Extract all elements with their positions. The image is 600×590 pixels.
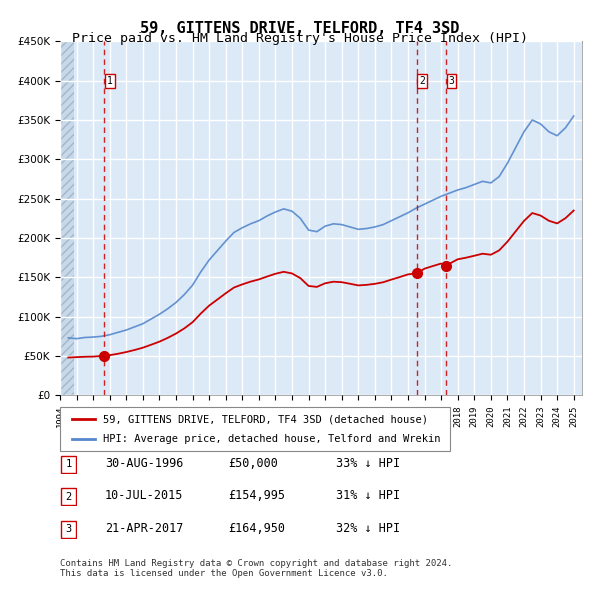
- FancyBboxPatch shape: [60, 407, 450, 451]
- FancyBboxPatch shape: [61, 489, 76, 505]
- FancyBboxPatch shape: [61, 521, 76, 537]
- Text: 31% ↓ HPI: 31% ↓ HPI: [336, 489, 400, 502]
- Text: Price paid vs. HM Land Registry's House Price Index (HPI): Price paid vs. HM Land Registry's House …: [72, 32, 528, 45]
- Text: £50,000: £50,000: [228, 457, 278, 470]
- Text: 1: 1: [107, 76, 113, 86]
- Text: 2: 2: [419, 76, 425, 86]
- Text: Contains HM Land Registry data © Crown copyright and database right 2024.
This d: Contains HM Land Registry data © Crown c…: [60, 559, 452, 578]
- Text: 10-JUL-2015: 10-JUL-2015: [105, 489, 184, 502]
- Text: 32% ↓ HPI: 32% ↓ HPI: [336, 522, 400, 535]
- Polygon shape: [60, 41, 74, 395]
- Text: HPI: Average price, detached house, Telford and Wrekin: HPI: Average price, detached house, Telf…: [103, 434, 440, 444]
- Text: 59, GITTENS DRIVE, TELFORD, TF4 3SD: 59, GITTENS DRIVE, TELFORD, TF4 3SD: [140, 21, 460, 35]
- Text: 33% ↓ HPI: 33% ↓ HPI: [336, 457, 400, 470]
- Text: 21-APR-2017: 21-APR-2017: [105, 522, 184, 535]
- FancyBboxPatch shape: [61, 456, 76, 473]
- Bar: [60, 41, 74, 395]
- Text: 3: 3: [449, 76, 454, 86]
- Text: 59, GITTENS DRIVE, TELFORD, TF4 3SD (detached house): 59, GITTENS DRIVE, TELFORD, TF4 3SD (det…: [103, 415, 428, 424]
- Text: £164,950: £164,950: [228, 522, 285, 535]
- Text: 1: 1: [65, 460, 71, 469]
- Text: 3: 3: [65, 525, 71, 534]
- Text: £154,995: £154,995: [228, 489, 285, 502]
- Text: 2: 2: [65, 492, 71, 502]
- Text: 30-AUG-1996: 30-AUG-1996: [105, 457, 184, 470]
